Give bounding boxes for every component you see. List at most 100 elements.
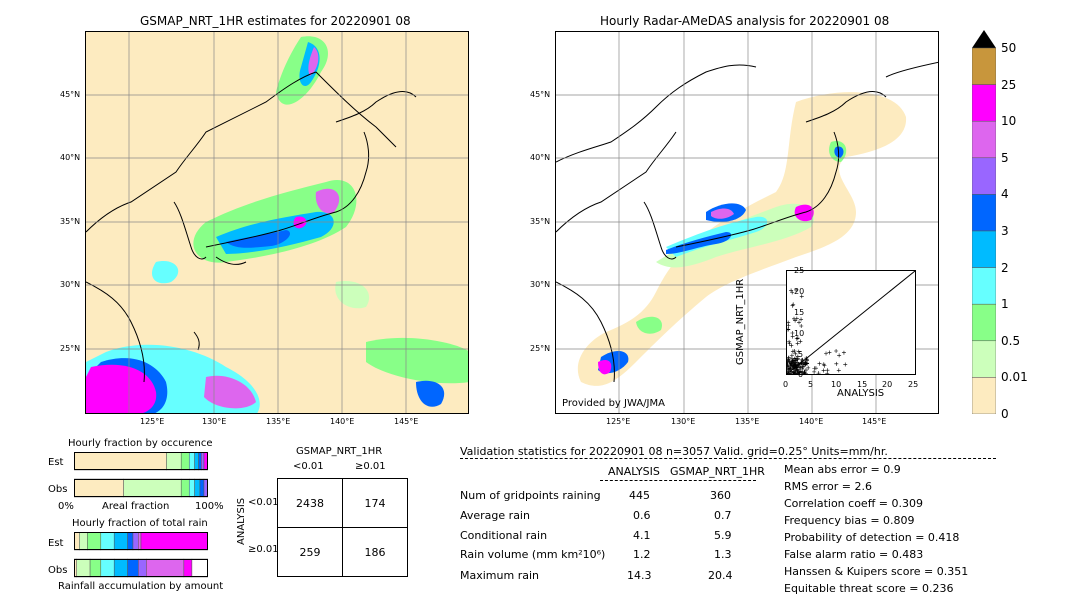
scatter-point — [795, 341, 800, 346]
scatter-point — [795, 371, 800, 374]
colorbar-segment — [971, 47, 997, 85]
contingency-cell-hit-none: 2438 — [277, 478, 343, 528]
fraction-segment — [100, 558, 115, 578]
validation-col-analysis: ANALYSIS — [608, 465, 660, 478]
scatter-point — [788, 371, 793, 374]
scatter-point — [806, 365, 811, 370]
scatter-ylabel: GSMAP_NRT_1HR — [735, 278, 746, 365]
scatter-point — [787, 362, 790, 367]
scatter-point — [787, 364, 790, 369]
colorbar-extend-arrow — [972, 30, 996, 48]
contingency-col-lt: <0.01 — [293, 461, 324, 472]
validation-col-gsmap: GSMAP_NRT_1HR — [670, 465, 765, 478]
fraction-segment — [194, 451, 199, 471]
validation-row-gsmap: 5.9 — [714, 529, 732, 542]
provider-label: Provided by JWA/JMA — [562, 398, 665, 409]
left-map-grid — [86, 32, 468, 413]
contingency-col-title: GSMAP_NRT_1HR — [296, 446, 383, 457]
left-map — [85, 31, 469, 414]
scatter-point — [787, 327, 791, 332]
contingency-table: 2438 174 259 186 — [277, 478, 408, 577]
scatter-point — [825, 368, 830, 373]
colorbar-label: 4 — [1001, 187, 1009, 202]
scatter-point — [787, 320, 791, 325]
right-lat-35: 35°N — [530, 217, 551, 226]
scatter-point — [789, 343, 794, 348]
validation-col-divider — [600, 480, 756, 481]
scatter-point — [805, 361, 810, 366]
scatter-point — [790, 334, 795, 339]
total-rain-axis-label: Rainfall accumulation by amount — [58, 581, 224, 592]
fraction-segment — [188, 478, 195, 498]
scatter-point — [799, 294, 804, 299]
colorbar-label: 25 — [1001, 77, 1017, 92]
right-coastlines — [556, 61, 938, 383]
validation-row-label: Rain volume (mm km²10⁶) — [460, 548, 606, 561]
scatter-point — [794, 287, 799, 292]
scatter-ytick-20: 20 — [794, 287, 805, 296]
fraction-segment — [166, 451, 182, 471]
scatter-point — [796, 361, 801, 366]
right-lat-30: 30°N — [530, 280, 551, 289]
fraction-segment — [73, 451, 167, 471]
scatter-point — [795, 368, 800, 373]
score-mae: Mean abs error = 0.9 — [784, 463, 901, 476]
scatter-point — [795, 336, 800, 341]
contingency-cell-miss: 259 — [277, 527, 343, 577]
fraction-segment — [127, 558, 139, 578]
total-rain-est-label: Est — [48, 538, 64, 549]
colorbar-segment — [971, 267, 997, 305]
colorbar-segment — [971, 194, 997, 232]
validation-divider — [460, 458, 996, 459]
fraction-segment — [201, 451, 205, 471]
scatter-point — [824, 351, 829, 356]
right-lon-125: 125°E — [606, 417, 631, 426]
right-map: Provided by JWA/JMA — [555, 31, 939, 414]
validation-row-analysis: 4.1 — [633, 529, 651, 542]
fraction-segment — [87, 531, 102, 551]
score-bias: Frequency bias = 0.809 — [784, 514, 915, 527]
colorbar-segment — [971, 230, 997, 268]
scatter-xtick-10: 10 — [831, 380, 842, 389]
fraction-segment — [89, 558, 102, 578]
scatter-point — [792, 349, 797, 354]
scatter-point — [787, 323, 791, 328]
scatter-point — [790, 303, 795, 308]
scatter-point — [794, 365, 799, 370]
occurrence-svg — [73, 451, 209, 498]
scatter-plot — [786, 270, 916, 375]
colorbar-label: 10 — [1001, 114, 1017, 129]
validation-row-label: Maximum rain — [460, 569, 539, 582]
colorbar-segment — [971, 303, 997, 342]
contingency-cell-hit: 186 — [342, 527, 408, 577]
fraction-segment — [132, 531, 139, 551]
contingency-col-ge: ≥0.01 — [355, 461, 386, 472]
contingency-row-title: ANALYSIS — [236, 497, 247, 545]
validation-row-analysis: 445 — [629, 489, 650, 502]
left-lat-40: 40°N — [60, 153, 81, 162]
contingency-row-lt: <0.01 — [248, 497, 279, 508]
scatter-point — [788, 367, 793, 372]
scatter-point — [787, 339, 792, 344]
fraction-segment — [188, 451, 195, 471]
left-rain-field — [86, 36, 468, 413]
scatter-point — [790, 364, 795, 369]
fraction-segment — [100, 531, 115, 551]
fraction-bar-frame — [74, 559, 208, 577]
scatter-point — [800, 366, 805, 371]
scatter-point — [788, 366, 793, 371]
colorbar-label: 2 — [1001, 260, 1009, 275]
fraction-bar-frame — [74, 479, 208, 497]
scatter-point — [792, 370, 797, 374]
left-lat-45: 45°N — [60, 90, 81, 99]
scatter-point — [836, 368, 841, 373]
left-lon-145: 145°E — [394, 417, 419, 426]
scatter-point — [797, 364, 802, 369]
fraction-segment — [194, 478, 201, 498]
colorbar-segment — [971, 84, 997, 122]
scatter-point — [790, 290, 795, 295]
total-rain-obs-label: Obs — [48, 565, 68, 576]
scatter-point — [799, 357, 804, 362]
colorbar-segment — [971, 120, 997, 159]
scatter-point — [789, 288, 794, 293]
